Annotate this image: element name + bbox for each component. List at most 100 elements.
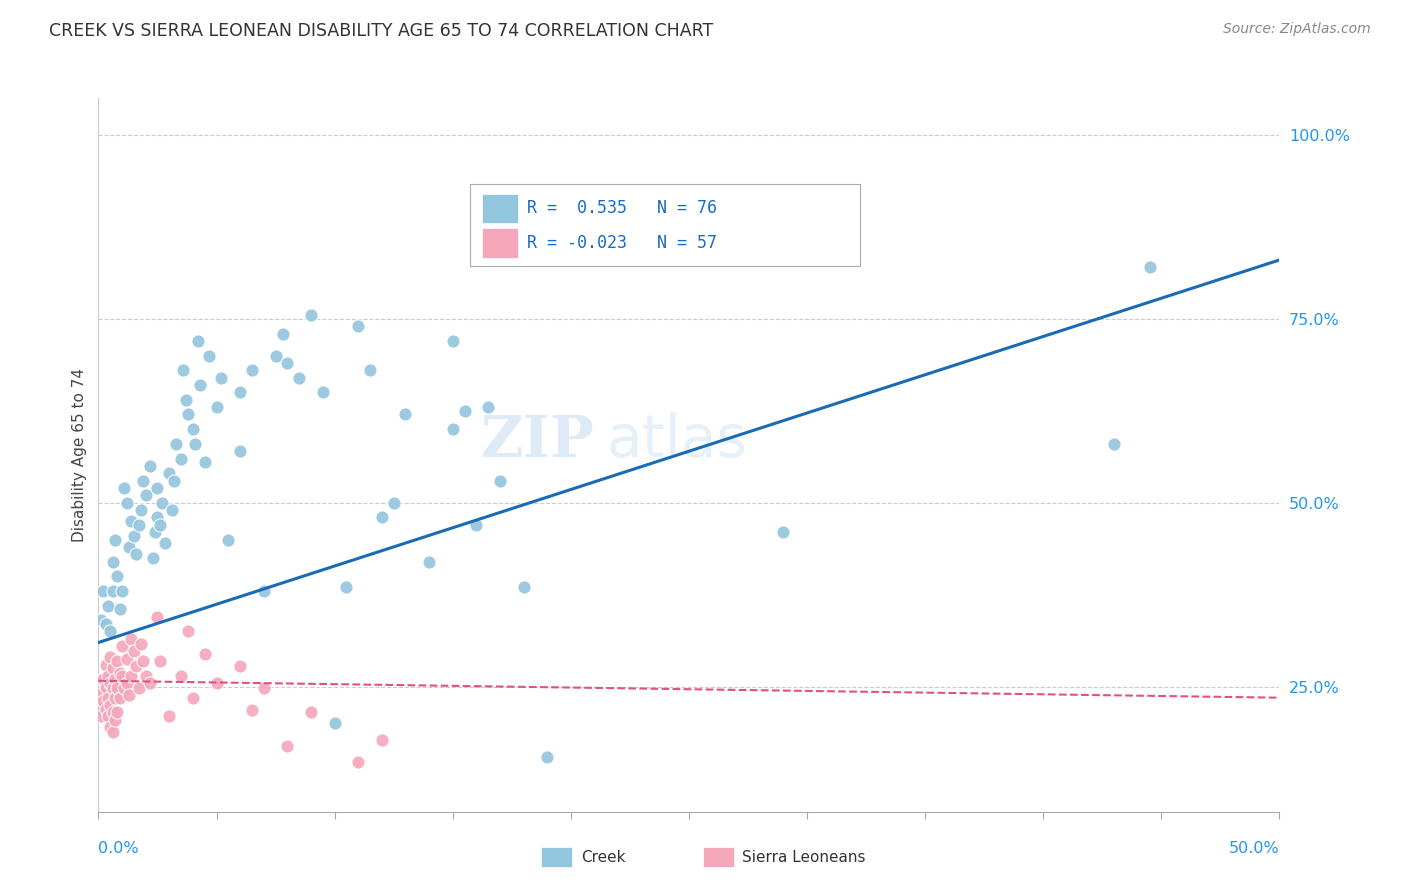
- Bar: [482, 194, 517, 223]
- Point: [418, 555, 440, 569]
- Point: [194, 647, 217, 661]
- Point: [101, 725, 124, 739]
- Point: [97, 690, 120, 705]
- Point: [323, 716, 346, 731]
- Point: [170, 668, 193, 682]
- Point: [115, 676, 138, 690]
- Point: [142, 550, 165, 565]
- Point: [97, 709, 120, 723]
- Point: [441, 422, 464, 436]
- Point: [205, 676, 228, 690]
- Text: R = -0.023   N = 57: R = -0.023 N = 57: [527, 234, 717, 252]
- Point: [146, 609, 169, 624]
- Point: [118, 689, 141, 703]
- Point: [132, 654, 155, 668]
- Point: [229, 444, 252, 458]
- Point: [143, 525, 166, 540]
- Point: [165, 437, 187, 451]
- Point: [160, 503, 183, 517]
- Point: [91, 584, 114, 599]
- Point: [98, 650, 121, 665]
- Point: [149, 517, 172, 532]
- Point: [125, 547, 148, 561]
- Point: [98, 624, 121, 639]
- Point: [132, 474, 155, 488]
- Point: [108, 690, 131, 705]
- Point: [118, 540, 141, 554]
- Point: [477, 400, 499, 414]
- Point: [135, 668, 157, 682]
- Point: [97, 599, 120, 613]
- Bar: [482, 228, 517, 258]
- Point: [288, 370, 311, 384]
- Point: [112, 681, 135, 695]
- Point: [94, 702, 117, 716]
- Point: [229, 659, 252, 673]
- Point: [111, 584, 134, 599]
- Point: [181, 690, 204, 705]
- Point: [101, 555, 124, 569]
- Point: [90, 614, 112, 628]
- Point: [122, 644, 145, 658]
- Point: [177, 624, 200, 639]
- Point: [101, 681, 124, 695]
- Point: [184, 437, 207, 451]
- Point: [122, 529, 145, 543]
- Point: [177, 408, 200, 422]
- Text: atlas: atlas: [606, 412, 747, 469]
- Point: [94, 617, 117, 632]
- Point: [98, 676, 121, 690]
- Point: [128, 517, 150, 532]
- Point: [105, 654, 128, 668]
- Point: [149, 654, 172, 668]
- Point: [90, 709, 112, 723]
- Point: [108, 602, 131, 616]
- Point: [194, 455, 217, 469]
- Point: [128, 681, 150, 695]
- Point: [229, 385, 252, 400]
- Point: [121, 668, 143, 682]
- Point: [91, 694, 114, 708]
- Point: [121, 514, 143, 528]
- Point: [94, 680, 117, 694]
- Point: [174, 392, 197, 407]
- Point: [98, 698, 121, 712]
- Point: [347, 319, 370, 334]
- Point: [101, 584, 124, 599]
- Point: [240, 363, 263, 377]
- Point: [772, 525, 794, 540]
- Point: [253, 584, 276, 599]
- Point: [253, 681, 276, 695]
- Y-axis label: Disability Age 65 to 74: Disability Age 65 to 74: [72, 368, 87, 542]
- FancyBboxPatch shape: [471, 184, 860, 266]
- Point: [97, 668, 120, 682]
- Point: [135, 488, 157, 502]
- Point: [157, 709, 180, 723]
- Point: [157, 467, 180, 481]
- Point: [139, 458, 162, 473]
- Point: [112, 481, 135, 495]
- Point: [105, 706, 128, 720]
- Point: [512, 580, 534, 594]
- Point: [101, 706, 124, 720]
- Point: [105, 569, 128, 583]
- Point: [146, 510, 169, 524]
- Point: [121, 632, 143, 646]
- Point: [359, 363, 381, 377]
- Point: [170, 451, 193, 466]
- Point: [101, 661, 124, 675]
- Point: [312, 385, 335, 400]
- Point: [153, 536, 176, 550]
- Point: [163, 474, 186, 488]
- Text: 0.0%: 0.0%: [98, 841, 139, 856]
- Point: [90, 702, 112, 716]
- Point: [98, 720, 121, 734]
- Point: [453, 404, 475, 418]
- Point: [371, 510, 394, 524]
- Text: Source: ZipAtlas.com: Source: ZipAtlas.com: [1223, 22, 1371, 37]
- Text: 50.0%: 50.0%: [1229, 841, 1279, 856]
- Point: [146, 481, 169, 495]
- Point: [105, 681, 128, 695]
- Point: [382, 496, 405, 510]
- Point: [115, 496, 138, 510]
